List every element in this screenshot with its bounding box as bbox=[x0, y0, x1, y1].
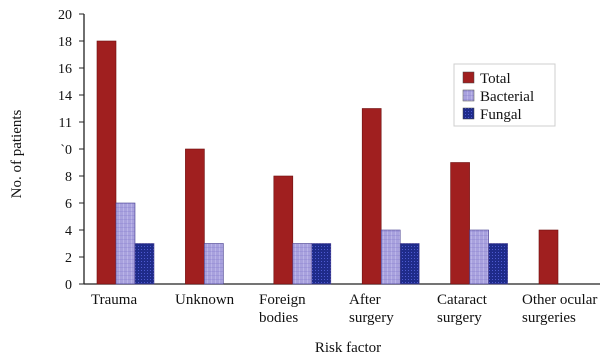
x-category-label: Trauma bbox=[91, 292, 137, 308]
bar-total bbox=[273, 175, 294, 285]
y-tick-label: 4 bbox=[65, 224, 72, 239]
bar-total bbox=[96, 40, 117, 285]
bar-fungal bbox=[134, 243, 155, 285]
x-category-label: After bbox=[349, 292, 381, 308]
y-tick-label: 2 bbox=[65, 251, 72, 266]
x-category-label: surgery bbox=[437, 310, 482, 326]
legend-label: Bacterial bbox=[480, 89, 534, 105]
bar-bacterial bbox=[469, 229, 489, 285]
category-label-group: Trauma Unknown Foreign bodies After surgery Ca… bbox=[91, 292, 597, 326]
bar-total bbox=[185, 148, 205, 285]
legend-swatch bbox=[462, 107, 475, 120]
bar-bacterial bbox=[204, 243, 224, 285]
bar-bacterial bbox=[380, 229, 401, 285]
bar-fungal bbox=[399, 243, 420, 285]
legend-label: Fungal bbox=[480, 107, 522, 123]
legend-swatch bbox=[462, 71, 475, 84]
x-category-label: Foreign bbox=[259, 292, 306, 308]
x-category-label: bodies bbox=[259, 310, 298, 326]
x-category-label: Other ocular bbox=[522, 292, 597, 308]
x-axis-title: Risk factor bbox=[315, 340, 381, 356]
y-tick-label: 18 bbox=[58, 35, 72, 50]
y-tick-label: 0 bbox=[65, 278, 72, 293]
legend-swatch bbox=[462, 89, 475, 102]
y-tick-label: 11 bbox=[59, 116, 72, 131]
y-axis-title: No. of patients bbox=[9, 109, 25, 198]
bar-bacterial bbox=[292, 243, 313, 285]
legend: Total Bacterial Fungal bbox=[453, 63, 556, 127]
bar-total bbox=[361, 108, 382, 285]
x-category-label: Unknown bbox=[175, 292, 235, 308]
bar-bacterial bbox=[115, 202, 136, 285]
y-tick-label: 8 bbox=[65, 170, 72, 185]
y-tick-group: 0 2 4 6 8 `0 11 14 16 18 20 bbox=[58, 8, 84, 293]
bar-total bbox=[450, 162, 470, 285]
y-tick-label: 16 bbox=[58, 62, 72, 77]
y-tick-label: 20 bbox=[58, 8, 72, 23]
legend-label: Total bbox=[480, 71, 511, 87]
bar-fungal bbox=[311, 243, 332, 285]
bar-group bbox=[96, 40, 559, 285]
x-category-label: surgery bbox=[349, 310, 394, 326]
y-tick-label: `0 bbox=[60, 143, 72, 158]
x-category-label: Cataract bbox=[437, 292, 488, 308]
y-tick-label: 14 bbox=[58, 89, 72, 104]
y-tick-label: 6 bbox=[65, 197, 72, 212]
x-category-label: surgeries bbox=[522, 310, 576, 326]
bar-fungal bbox=[488, 243, 508, 285]
bar-total bbox=[538, 229, 559, 285]
